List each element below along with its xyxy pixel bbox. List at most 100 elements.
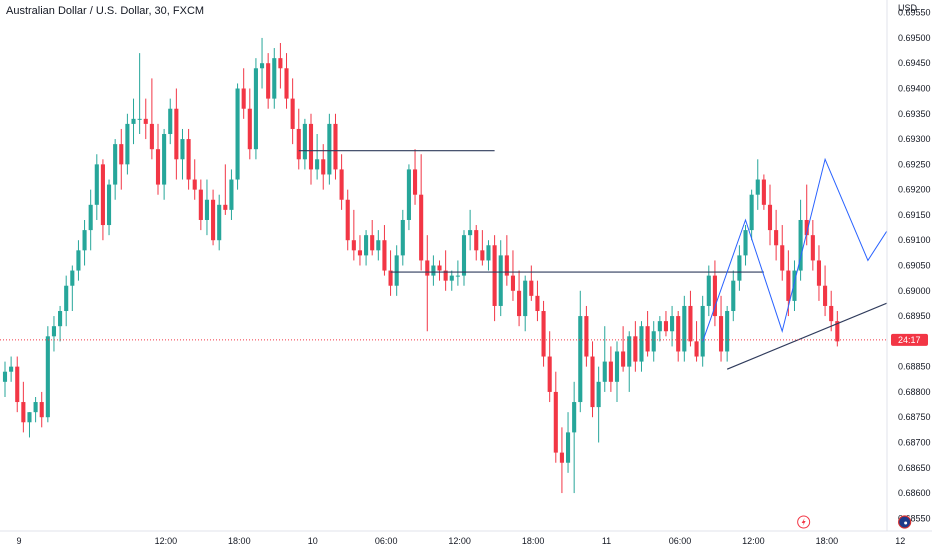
candle-body (266, 63, 271, 99)
candle-body (241, 88, 246, 109)
candle-body (517, 290, 522, 317)
price-tick-label: 0.69000 (898, 286, 931, 296)
candle-body (596, 381, 601, 408)
candle-body (835, 321, 840, 342)
candle-body (731, 280, 736, 312)
candle-body (578, 316, 583, 403)
price-tick-label: 0.69150 (898, 210, 931, 220)
time-tick-label: 18:00 (228, 536, 251, 546)
candle-body (688, 305, 693, 342)
candle-body (364, 235, 369, 256)
candle-body (174, 108, 179, 160)
candle-body (296, 128, 301, 160)
candle-body (284, 68, 289, 99)
candle-body (351, 240, 356, 251)
candle-body (247, 108, 252, 150)
candle-body (455, 275, 460, 277)
candle-body (718, 316, 724, 352)
candle-body (474, 230, 479, 251)
candle-body (541, 311, 546, 357)
candle-body (492, 245, 497, 306)
candle-body (33, 402, 38, 413)
candle-body (2, 371, 8, 382)
price-tick-label: 0.69050 (898, 261, 931, 271)
candle-body (510, 275, 516, 291)
candle-body (792, 270, 797, 301)
price-axis[interactable] (887, 0, 932, 550)
time-tick-label: 10 (308, 536, 318, 546)
time-tick-label: 12:00 (742, 536, 765, 546)
price-tick-label: 0.68950 (898, 311, 931, 321)
candle-body (333, 123, 338, 170)
candle-body (327, 123, 332, 175)
candle-body (412, 169, 418, 195)
candle-body (602, 361, 607, 382)
candle-body (419, 194, 424, 261)
candle-body (749, 194, 754, 231)
candle-body (339, 169, 344, 200)
candle-body (100, 164, 105, 226)
candle-body (559, 452, 564, 463)
time-tick-label: 9 (16, 536, 21, 546)
candle-body (388, 270, 393, 286)
candle-body (58, 311, 63, 327)
candle-body (211, 199, 216, 241)
candle-body (21, 402, 26, 423)
au-flag-icon[interactable] (898, 515, 912, 529)
candle-body (823, 285, 828, 306)
candle-body (131, 118, 136, 124)
countdown-label: 24:17 (898, 335, 921, 345)
candle-body (400, 219, 405, 256)
candle-body (529, 280, 534, 296)
candle-body (657, 321, 662, 332)
candle-body (761, 179, 766, 205)
time-tick-label: 11 (602, 536, 611, 546)
candle-body (810, 235, 815, 261)
price-tick-label: 0.69250 (898, 159, 931, 169)
price-tick-label: 0.68600 (898, 488, 931, 498)
candle-body (804, 219, 809, 236)
candle-body (816, 260, 822, 286)
candle-body (651, 331, 656, 352)
candle-body (253, 68, 258, 150)
candle-body (743, 230, 748, 256)
candle-body (461, 235, 467, 276)
candle-body (51, 326, 57, 337)
price-tick-label: 0.68650 (898, 463, 931, 473)
trend-line-drawing[interactable] (726, 238, 932, 370)
candle-body (480, 250, 485, 261)
lightning-icon[interactable] (797, 515, 811, 529)
candle-body (27, 412, 32, 423)
price-tick-label: 0.68700 (898, 438, 931, 448)
candle-body (425, 260, 430, 276)
time-tick-label: 12:00 (155, 536, 178, 546)
price-tick-label: 0.68800 (898, 387, 931, 397)
candle-body (272, 58, 277, 99)
candle-body (168, 108, 173, 135)
candle-body (700, 305, 705, 357)
candle-body (486, 245, 491, 261)
candle-body (235, 88, 240, 180)
currency-label: USD (898, 3, 918, 13)
candle-body (15, 366, 20, 403)
candle-body (535, 295, 540, 312)
candle-body (468, 230, 473, 236)
candle-body (565, 432, 571, 463)
candle-body (376, 240, 381, 251)
plot-background (0, 0, 887, 531)
candle-body (223, 204, 228, 210)
candle-body (321, 159, 326, 175)
candle-body (767, 204, 773, 231)
candle-body (382, 240, 387, 271)
candle-body (498, 255, 503, 306)
price-tick-label: 0.68550 (898, 513, 931, 523)
candle-body (523, 280, 528, 317)
candle-body (645, 326, 650, 352)
candle-body (315, 159, 320, 170)
candle-body (357, 250, 363, 256)
candle-body (64, 285, 69, 312)
candle-body (143, 118, 148, 124)
candle-body (443, 270, 448, 281)
